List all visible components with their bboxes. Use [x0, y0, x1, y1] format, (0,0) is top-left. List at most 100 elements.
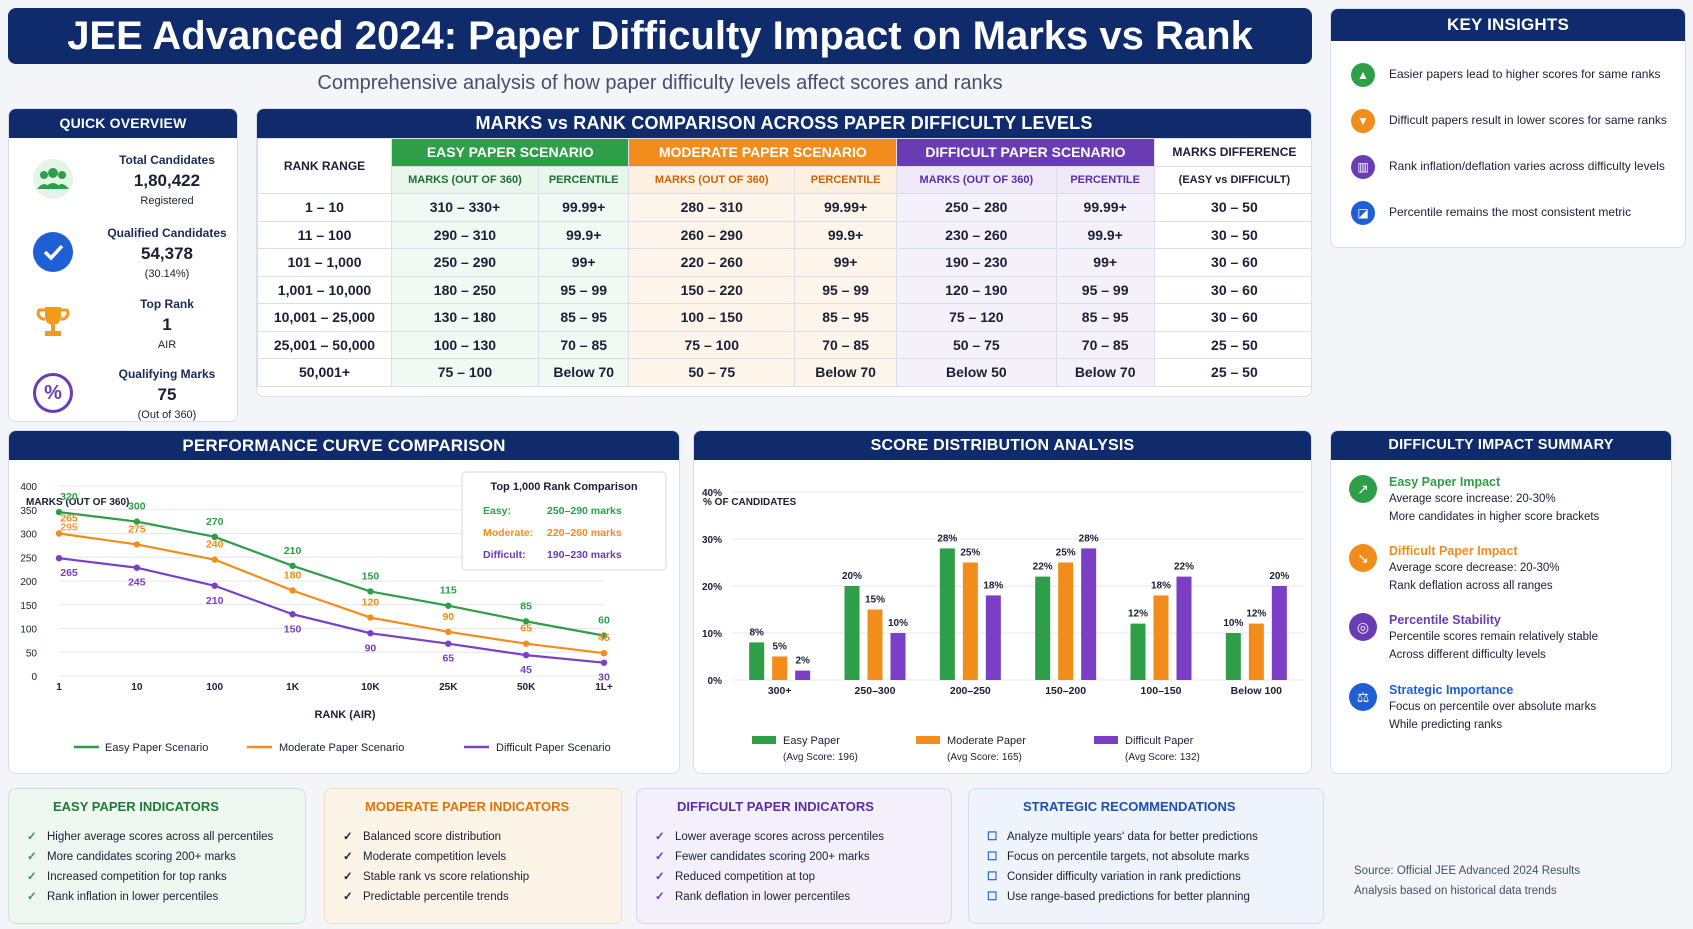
summary-title: Difficult Paper Impact [1389, 544, 1518, 558]
table-cell: 230 – 260 [896, 220, 1057, 249]
legend-label: Moderate Paper [947, 735, 1026, 747]
x-tick-label: 10K [361, 682, 380, 693]
legend-label: Easy Paper [783, 735, 840, 747]
check-icon: ✓ [27, 831, 37, 843]
x-tick-label: 25K [439, 682, 458, 693]
table-cell: 130 – 180 [391, 303, 539, 332]
table-cell: 100 – 130 [391, 330, 539, 359]
overview-label: Qualifying Marks [118, 367, 216, 381]
indicator-title: MODERATE PAPER INDICATORS [365, 799, 570, 814]
data-point-moderate [289, 587, 296, 594]
legend-label: Easy Paper Scenario [105, 742, 208, 754]
data-label-moderate: 265 [60, 513, 78, 525]
indicator-item: ✓ Balanced score distribution [343, 831, 502, 843]
difficult-indicators-card: DIFFICULT PAPER INDICATORS ✓ Lower averag… [636, 788, 952, 924]
quick-overview-header: QUICK OVERVIEW [9, 109, 237, 138]
legend-sub: (Avg Score: 196) [783, 752, 858, 763]
overview-value: 1 [162, 315, 172, 334]
indicator-item: ✓ Lower average scores across percentiles [655, 831, 885, 843]
score-distribution-card: SCORE DISTRIBUTION ANALYSIS % OF CANDIDA… [693, 430, 1312, 774]
summary-line: Average score decrease: 20-30% [1389, 562, 1560, 574]
trend-down-icon: ▼ [1351, 109, 1375, 133]
y-tick-label: 20% [702, 582, 722, 593]
y-tick-label: 400 [20, 482, 37, 493]
table-cell: 99.99+ [1055, 193, 1155, 222]
callout-value: 190–230 marks [547, 549, 622, 561]
table-cell: 99.9+ [537, 220, 630, 249]
overview-sub: Registered [140, 195, 194, 207]
bar-moderate [1153, 595, 1169, 680]
data-point-moderate [522, 640, 530, 647]
indicator-title: EASY PAPER INDICATORS [53, 799, 219, 814]
difficult-marks-col: MARKS (OUT OF 360) [896, 165, 1057, 194]
summary-line: Rank deflation across all ranges [1389, 580, 1553, 592]
data-label-moderate: 90 [442, 611, 454, 623]
series-line-moderate [58, 532, 605, 655]
data-point-difficult [522, 651, 530, 659]
data-label-difficult: 30 [598, 672, 610, 684]
overview-sub: (Out of 360) [137, 409, 197, 421]
checkbox-icon: ☐ [987, 891, 998, 903]
x-tick-label: 150–200 [1045, 685, 1086, 697]
table-cell: 75 – 100 [628, 330, 796, 359]
table-row: 10,001 – 25,000 130 – 180 85 – 95 100 – 150… [257, 303, 1311, 332]
easy-percentile-col: PERCENTILE [537, 165, 630, 194]
performance-line-chart: MARKS (OUT OF 360) RANK (AIR) 0 50 100 150 2… [20, 471, 667, 754]
score-distribution-header: SCORE DISTRIBUTION ANALYSIS [694, 431, 1311, 460]
data-point-moderate [211, 556, 218, 563]
trend-up-icon: ↗ [1349, 475, 1377, 503]
overview-sub: AIR [157, 339, 177, 351]
x-tick-label: 1 [56, 682, 62, 693]
bar-value-label: 18% [983, 580, 1003, 591]
data-point-easy [55, 508, 63, 516]
bar-difficult [1176, 576, 1192, 680]
summary-title: Strategic Importance [1389, 683, 1514, 697]
data-point-difficult [211, 582, 218, 589]
table-cell: 99.99+ [794, 193, 898, 222]
indicator-item: ✓ Higher average scores across all percen… [27, 831, 274, 843]
check-icon: ✓ [343, 871, 353, 883]
bar-moderate [962, 562, 978, 680]
data-label-easy: 150 [362, 570, 380, 582]
bar-difficult [795, 670, 811, 680]
summary-line: Focus on percentile over absolute marks [1389, 701, 1597, 713]
indicator-item: ✓ Stable rank vs score relationship [343, 871, 530, 883]
trend-up-icon: ▲ [1351, 63, 1375, 87]
table-cell: 190 – 230 [896, 248, 1057, 277]
data-point-difficult [289, 611, 296, 618]
bar-value-label: 20% [842, 571, 862, 582]
data-point-moderate [445, 628, 452, 636]
table-row: 1 – 10 310 – 330+ 99.99+ 280 – 310 99.99+ 250… [257, 193, 1311, 222]
page-subtitle: Comprehensive analysis of how paper diff… [317, 72, 1003, 94]
table-cell: 99.9+ [794, 220, 898, 249]
y-tick-label: 50 [26, 648, 38, 659]
bar-easy [844, 586, 860, 680]
table-cell: 1 – 10 [257, 193, 392, 222]
indicator-title: STRATEGIC RECOMMENDATIONS [1023, 799, 1236, 814]
indicator-item: ✓ Reduced competition at top [655, 871, 816, 883]
summary-line: While predicting ranks [1389, 719, 1503, 731]
indicator-item: ☐ Focus on percentile targets, not absolu… [987, 851, 1250, 863]
insight-text: Rank inflation/deflation varies across d… [1389, 159, 1665, 173]
bar-value-label: 15% [865, 595, 885, 606]
bar-moderate [867, 609, 883, 680]
y-tick-label: 200 [20, 577, 37, 588]
data-label-easy: 60 [598, 615, 610, 627]
summary-line: Average score increase: 20-30% [1389, 493, 1556, 505]
bar-value-label: 8% [749, 627, 764, 638]
indicator-item: ✓ Moderate competition levels [343, 851, 507, 863]
indicator-item: ☐ Consider difficulty variation in rank p… [987, 871, 1241, 883]
table-cell: 30 – 50 [1153, 193, 1311, 222]
bar-value-label: 12% [1128, 609, 1148, 620]
moderate-percentile-col: PERCENTILE [794, 165, 898, 194]
performance-curve-header: PERFORMANCE CURVE COMPARISON [9, 431, 679, 460]
callout-value: 220–260 marks [547, 527, 622, 539]
indicator-item: ✓ More candidates scoring 200+ marks [27, 851, 236, 863]
indicator-item: ✓ Rank inflation in lower percentiles [27, 891, 219, 903]
bar-moderate [1248, 623, 1264, 680]
check-circle-icon [33, 232, 73, 272]
key-insights-header: KEY INSIGHTS [1331, 9, 1685, 41]
legend-label: Moderate Paper Scenario [279, 742, 404, 754]
table-cell: 99+ [794, 248, 898, 277]
difficult-scenario-header: DIFFICULT PAPER SCENARIO [896, 138, 1155, 167]
